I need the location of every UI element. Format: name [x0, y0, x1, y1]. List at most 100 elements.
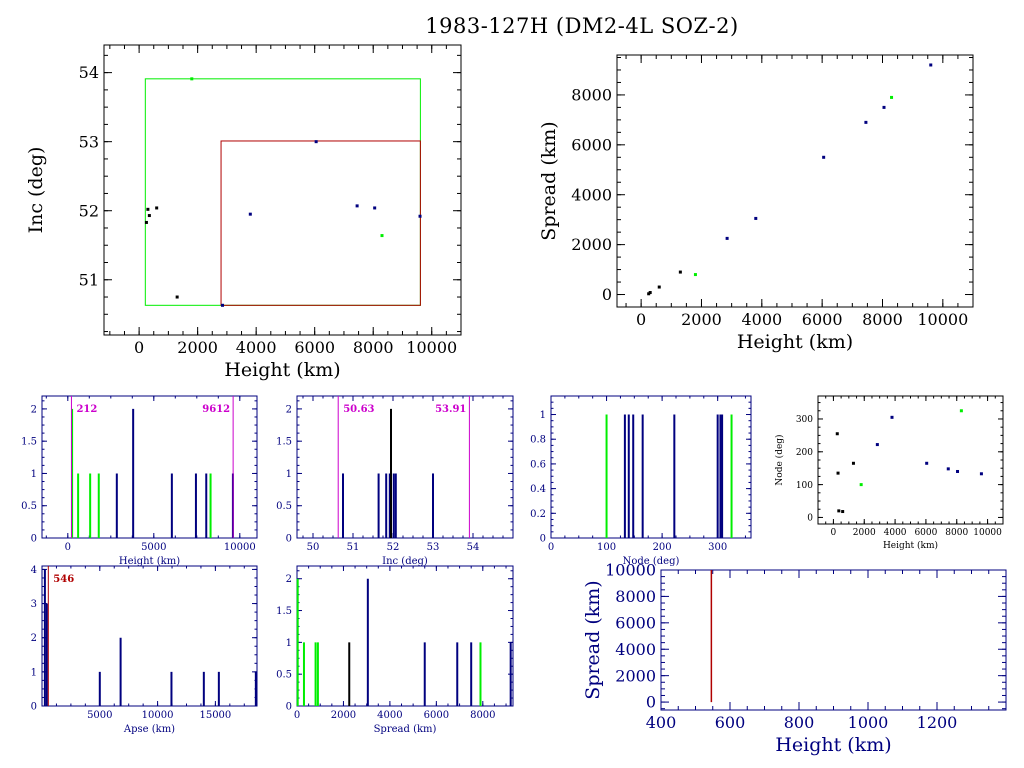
chart-hist_node: 0 100 200 300 0 0.2 0.4 0.6 0.8 1 Node (deg): [530, 395, 752, 567]
data-point: [959, 409, 963, 413]
y-tick-label: 4: [31, 565, 37, 576]
y-tick-label: 2000: [615, 666, 656, 685]
chart-hist_spread: 0 2000 4000 6000 8000 0 0.5 1 1.5 2 Spread (km): [276, 565, 514, 735]
data-point: [851, 461, 855, 465]
data-point: [754, 216, 758, 220]
y-tick-label: 1.5: [276, 606, 292, 617]
x-tick-label: 0: [65, 542, 71, 553]
x-tick-label: 4000: [236, 338, 277, 357]
x-tick-label: 200: [653, 542, 672, 553]
marker-label: 53.91: [435, 404, 466, 415]
x-tick-label: 10000: [224, 542, 256, 553]
data-point: [155, 206, 159, 210]
x-tick-label: 8000: [353, 338, 394, 357]
x-tick-label: 6000: [802, 310, 843, 329]
data-point: [418, 214, 422, 218]
chart-hist_apse: 5000 10000 15000 0 1 2 3 4 Apse (km) 546: [31, 565, 258, 735]
y-tick-label: 1: [31, 469, 37, 480]
x-tick-label: 5000: [87, 710, 112, 721]
data-point: [144, 220, 148, 224]
y-tick-label: 8000: [571, 86, 612, 105]
x-axis-label: Spread (km): [374, 724, 437, 735]
plot-frame: [103, 44, 462, 336]
x-tick-label: 4000: [377, 710, 402, 721]
y-tick-label: 0: [602, 285, 612, 304]
plot-frame: [550, 395, 752, 539]
data-point: [890, 415, 894, 419]
y-tick-label: 1.5: [276, 437, 292, 448]
x-tick-label: 600: [715, 713, 746, 732]
data-point: [380, 234, 384, 238]
y-tick-label: 4000: [615, 640, 656, 659]
plot-frame: [660, 569, 1007, 711]
data-point: [835, 432, 839, 436]
marker-label: 546: [53, 574, 74, 585]
x-tick-label: 4000: [741, 310, 782, 329]
y-tick-label: 0.5: [276, 501, 292, 512]
data-point: [859, 483, 863, 487]
y-tick-label: 1: [540, 410, 546, 421]
y-tick-label: 54: [79, 63, 99, 82]
y-tick-label: 0: [807, 514, 813, 524]
y-tick-label: 53: [79, 132, 99, 151]
data-point: [190, 77, 194, 81]
data-point: [175, 295, 179, 299]
y-tick-label: 0: [31, 534, 37, 545]
x-tick-label: 6000: [914, 528, 937, 538]
data-point: [146, 207, 150, 211]
y-axis-label: Node (deg): [774, 434, 785, 485]
y-tick-label: 8000: [615, 587, 656, 606]
x-tick-label: 8000: [470, 710, 495, 721]
y-tick-label: 3: [31, 599, 37, 610]
plot-frame: [296, 395, 514, 539]
data-point: [864, 120, 868, 124]
x-tick-label: 10000: [973, 528, 1002, 538]
x-tick-label: 0: [548, 542, 554, 553]
data-point: [979, 472, 983, 476]
data-point: [725, 236, 729, 240]
marker-label: 50.63: [343, 404, 374, 415]
x-tick-label: 8000: [862, 310, 903, 329]
data-point: [657, 285, 661, 289]
y-tick-label: 4000: [571, 185, 612, 204]
x-axis-label: Inc (deg): [382, 556, 428, 567]
x-axis-label: Apse (km): [123, 724, 175, 735]
x-tick-label: 5000: [141, 542, 166, 553]
y-tick-label: 0.5: [276, 670, 292, 681]
x-tick-label: 1200: [917, 713, 958, 732]
x-tick-label: 8000: [945, 528, 968, 538]
data-point: [875, 443, 879, 447]
data-point: [841, 510, 845, 514]
x-tick-label: 10000: [142, 710, 174, 721]
x-tick-label: 0: [294, 710, 300, 721]
y-tick-label: 2: [31, 404, 37, 415]
data-point: [373, 206, 377, 210]
y-tick-label: 52: [79, 201, 99, 220]
y-tick-label: 10000: [605, 561, 656, 580]
marker-label: 9612: [202, 404, 230, 415]
x-tick-label: 10000: [406, 338, 457, 357]
range-box-green: [144, 78, 421, 306]
data-point: [822, 155, 826, 159]
y-tick-label: 0.2: [530, 509, 546, 520]
plot-frame: [41, 565, 258, 707]
x-axis-label: Height (km): [883, 540, 938, 551]
x-tick-label: 52: [387, 542, 400, 553]
page-title: 1983-127H (DM2-4L SOZ-2): [425, 14, 739, 38]
data-point: [648, 291, 652, 295]
y-tick-label: 0.6: [530, 459, 546, 470]
y-tick-label: 2000: [571, 235, 612, 254]
x-tick-label: 53: [427, 542, 440, 553]
y-tick-label: 300: [796, 415, 813, 425]
y-tick-label: 0: [286, 534, 292, 545]
y-tick-label: 100: [796, 481, 813, 491]
y-tick-label: 2: [286, 574, 292, 585]
x-tick-label: 400: [646, 713, 677, 732]
x-tick-label: 15000: [199, 710, 231, 721]
data-point: [925, 461, 929, 465]
x-tick-label: 50: [307, 542, 320, 553]
x-tick-label: 2000: [177, 338, 218, 357]
data-point: [837, 509, 841, 513]
chart-inc_height: 0 2000 4000 6000 8000 10000 51 52 53 54 Height (km…: [25, 44, 462, 381]
